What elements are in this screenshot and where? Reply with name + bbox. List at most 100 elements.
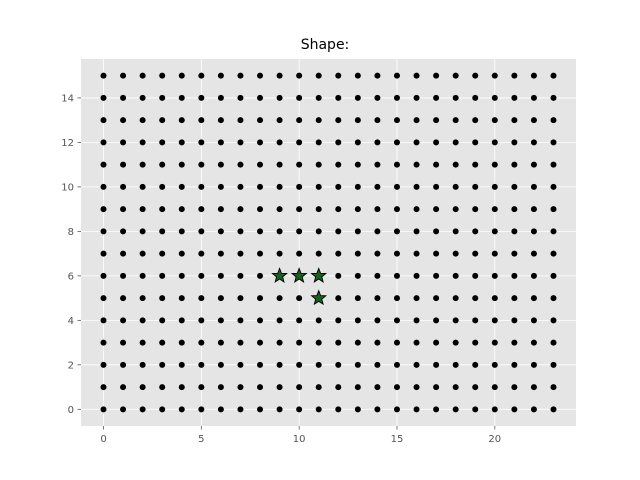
grid-point [276,384,283,391]
grid-point [217,317,224,324]
grid-point [335,183,342,190]
grid-point [354,117,361,124]
grid-point [139,72,146,79]
grid-point [296,94,303,101]
grid-point [433,72,440,79]
grid-point [374,295,381,302]
grid-point [178,406,185,413]
grid-point [198,406,205,413]
grid-point [491,228,498,235]
grid-point [511,206,518,213]
grid-point [550,139,557,146]
grid-point [530,295,537,302]
grid-point [237,139,244,146]
grid-point [354,139,361,146]
grid-point [257,272,264,279]
grid-point [159,384,166,391]
grid-point [296,361,303,368]
grid-point [452,406,459,413]
grid-point [335,161,342,168]
grid-point [198,72,205,79]
grid-point [413,206,420,213]
grid-point [374,117,381,124]
grid-point [237,117,244,124]
grid-point [452,72,459,79]
grid-point [433,139,440,146]
grid-point [296,117,303,124]
grid-point [374,361,381,368]
grid-point [198,272,205,279]
grid-point [393,94,400,101]
grid-point [354,339,361,346]
grid-point [550,228,557,235]
grid-point [433,406,440,413]
grid-point [452,117,459,124]
grid-point [472,295,479,302]
grid-point [159,161,166,168]
grid-point [511,361,518,368]
grid-point [452,161,459,168]
grid-point [550,206,557,213]
grid-point [120,361,127,368]
grid-point [511,339,518,346]
grid-point [452,206,459,213]
grid-point [139,228,146,235]
grid-point [178,361,185,368]
grid-point [237,406,244,413]
grid-point [120,94,127,101]
grid-point [100,295,107,302]
grid-point [550,295,557,302]
grid-point [198,139,205,146]
grid-point [217,228,224,235]
grid-point [413,339,420,346]
grid-point [276,183,283,190]
y-tick-label: 6 [68,271,74,282]
grid-point [120,228,127,235]
star-point [290,267,308,283]
grid-point [452,384,459,391]
grid-point [530,361,537,368]
x-axis-ticks: 0 5 10 15 20 [100,426,501,445]
grid-point [217,94,224,101]
grid-point [413,139,420,146]
grid-point [393,206,400,213]
grid-point [491,117,498,124]
grid-point [374,272,381,279]
grid-point [276,72,283,79]
grid-point [393,384,400,391]
grid-point [550,161,557,168]
grid-point [100,406,107,413]
grid-point [217,161,224,168]
grid-point [257,384,264,391]
grid-point [100,339,107,346]
grid-point [530,228,537,235]
grid-point [217,406,224,413]
grid-point [413,317,420,324]
grid-point [315,361,322,368]
grid-point [159,228,166,235]
grid-point [159,317,166,324]
grid-point [315,72,322,79]
grid-point [374,183,381,190]
grid-point [237,72,244,79]
grid-point [511,161,518,168]
grid-point [491,139,498,146]
grid-point [511,228,518,235]
grid-point [178,117,185,124]
grid-point [257,161,264,168]
grid-point [413,250,420,257]
grid-point [257,94,264,101]
grid-point [374,94,381,101]
grid-point [276,139,283,146]
grid-point [335,117,342,124]
grid-point [139,183,146,190]
plot-area [81,59,576,426]
y-tick-label: 4 [68,316,74,327]
grid-point [550,384,557,391]
grid-point [276,250,283,257]
grid-point [491,317,498,324]
grid-point [159,117,166,124]
grid-point [354,272,361,279]
grid-point [491,206,498,213]
